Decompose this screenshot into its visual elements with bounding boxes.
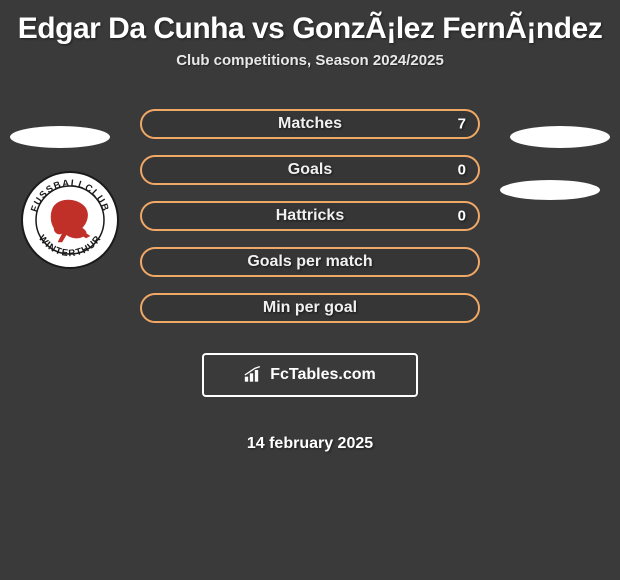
stat-row-goals: Goals 0: [140, 155, 480, 185]
stat-label: Min per goal: [263, 299, 357, 317]
stat-right-value: 0: [458, 208, 466, 225]
right-ellipse-1: [510, 126, 610, 148]
right-ellipse-2: [500, 180, 600, 200]
left-ellipse-1: [10, 126, 110, 148]
club-badge-svg: FUSSBALLCLUB WINTERTHUR: [20, 170, 120, 270]
page-title: Edgar Da Cunha vs GonzÃ¡lez FernÃ¡ndez: [0, 0, 620, 52]
stat-row-matches: Matches 7: [140, 109, 480, 139]
page-subtitle: Club competitions, Season 2024/2025: [0, 52, 620, 69]
stats-area: Matches 7 Goals 0 Hattricks 0 Goals per …: [0, 109, 620, 453]
bar-chart-icon: [244, 366, 264, 384]
stat-label: Goals per match: [247, 253, 372, 271]
stat-label: Matches: [278, 115, 342, 133]
stat-label: Hattricks: [276, 207, 344, 225]
stat-right-value: 7: [458, 116, 466, 133]
stat-row-hattricks: Hattricks 0: [140, 201, 480, 231]
branding-text: FcTables.com: [270, 366, 376, 384]
stat-label: Goals: [288, 161, 332, 179]
stat-right-value: 0: [458, 162, 466, 179]
club-badge: FUSSBALLCLUB WINTERTHUR: [20, 170, 120, 270]
branding-box: FcTables.com: [202, 353, 418, 397]
date-text: 14 february 2025: [247, 435, 373, 453]
stat-row-mpg: Min per goal: [140, 293, 480, 323]
stat-row-gpm: Goals per match: [140, 247, 480, 277]
